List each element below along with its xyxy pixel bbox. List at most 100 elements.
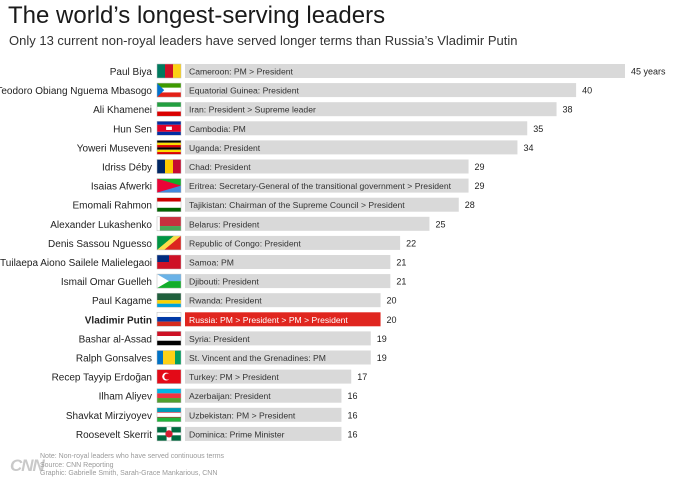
flag-dominica-icon [156,426,182,442]
flag-rwanda-icon [156,292,182,308]
flag-chad-icon [156,159,182,174]
leader-name: Ilham Aliyev [99,392,152,403]
bar-row: Vladimir Putin Russia: PM > President > P… [85,312,397,327]
bar [185,388,342,403]
bar-label: Djibouti: President [189,277,259,287]
flag-cameroon-icon [156,63,182,79]
flag-equatorial-guinea-icon [156,82,182,98]
bar-row: Roosevelt Skerrit Dominica: Prime Ministe… [76,426,357,442]
bar-label: Tajikistan: Chairman of the Supreme Coun… [189,200,405,210]
bar-label: Syria: President [189,334,250,344]
bar [185,312,381,327]
value-label: 22 [406,238,416,248]
bar-label: Russia: PM > President > PM > President [189,315,348,325]
leader-name: Vladimir Putin [85,315,152,326]
bar-row: Emomali Rahmon Tajikistan: Chairman of th… [73,197,475,212]
bar-label: St. Vincent and the Grenadines: PM [189,353,326,363]
footer-note: Note: Non-royal leaders who have served … [40,453,225,460]
leader-name: Denis Sassou Nguesso [48,239,152,250]
flag-djibouti-icon [156,273,182,289]
value-label: 19 [377,353,387,363]
flag-st-vincent-icon [156,350,182,365]
bar [185,140,518,155]
bar-label: Cameroon: PM > President [189,67,294,77]
bar-row: Idriss Déby Chad: President 29 [102,159,485,174]
bar-row: Tuilaepa Aiono Sailele Malielegaoi Samoa:… [0,254,406,270]
flag-turkey-icon [156,369,182,384]
bar [185,64,625,78]
bar-label: Eritrea: Secretary-General of the transi… [189,181,452,191]
bar-label: Uganda: President [189,143,261,153]
bar-row: Isaias Afwerki Eritrea: Secretary-General… [91,178,485,193]
leader-name: Paul Biya [110,67,153,78]
bar-label: Belarus: President [189,219,260,229]
bar-row: Paul Biya Cameroon: PM > President 45 year… [110,63,666,79]
leader-name: Ismail Omar Guelleh [61,277,152,288]
chart-title: The world’s longest-serving leaders [8,2,386,29]
leader-name: Roosevelt Skerrit [76,430,152,441]
bar-row: Paul Kagame Rwanda: President 20 [92,292,397,308]
leader-name: Alexander Lukashenko [50,220,152,231]
value-label: 20 [387,296,397,306]
value-label: 29 [475,181,485,191]
leader-name: Ali Khamenei [93,105,152,116]
bar-row: Hun Sen Cambodia: PM 35 [113,121,543,136]
bar-label: Chad: President [189,162,251,172]
value-label: 20 [387,315,397,325]
value-label: 45 years [631,67,666,77]
bar [185,178,469,193]
value-label: 40 [582,86,592,96]
value-label: 38 [563,105,573,115]
leader-name: Emomali Rahmon [73,201,152,212]
flag-azerbaijan-icon [156,388,182,403]
value-label: 34 [523,143,533,153]
value-label: 21 [396,258,406,268]
bar [185,255,391,269]
bar [185,407,342,422]
bar-label: Dominica: Prime Minister [189,429,285,439]
bar-row: Yoweri Museveni Uganda: President 34 [77,140,533,155]
leader-name: Idriss Déby [102,163,152,174]
bar-label: Samoa: PM [189,258,234,268]
flag-iran-icon [156,101,182,117]
bar-label: Azerbaijan: President [189,391,271,401]
bar-row: Ralph Gonsalves St. Vincent and the Grena… [76,350,387,365]
leader-name: Paul Kagame [92,296,152,307]
chart-subtitle: Only 13 current non-royal leaders have s… [9,33,518,48]
bar [185,274,391,289]
value-label: 25 [435,219,445,229]
value-label: 16 [347,391,357,401]
bar-row: Alexander Lukashenko Belarus: President 25 [50,216,445,232]
flag-uzbekistan-icon [156,407,182,423]
bar [185,293,381,308]
bar [185,83,577,98]
bar-row: Teodoro Obiang Nguema Mbasogo Equatorial … [0,82,592,98]
value-label: 16 [347,429,357,439]
bar-label: Republic of Congo: President [189,238,301,248]
bar [185,216,430,231]
cnn-logo: CNN [10,456,45,475]
bar [185,197,459,212]
bar-label: Rwanda: President [189,296,262,306]
bar [185,159,469,174]
leader-name: Ralph Gonsalves [76,354,152,365]
flag-tajikistan-icon [156,197,182,212]
bar [185,369,352,384]
bar-label: Cambodia: PM [189,124,246,134]
flag-congo-icon [156,235,182,251]
bar-row: Ismail Omar Guelleh Djibouti: President 21 [61,273,406,289]
bar [185,102,557,117]
leader-name: Teodoro Obiang Nguema Mbasogo [0,86,152,97]
value-label: 17 [357,372,367,382]
leader-name: Yoweri Museveni [77,143,152,154]
footer-notes: Note: Non-royal leaders who have served … [40,453,224,479]
bar-row: Shavkat Mirziyoyev Uzbekistan: PM > Presi… [66,407,357,423]
footer: CNN Note: Non-royal leaders who have ser… [10,453,670,483]
flag-samoa-icon [156,254,182,270]
bar-label: Iran: President > Supreme leader [189,105,316,115]
leader-name: Tuilaepa Aiono Sailele Malielegaoi [0,258,152,269]
bar-row: Denis Sassou Nguesso Republic of Congo: P… [48,235,416,251]
bar [185,350,371,365]
flag-belarus-icon [156,216,182,232]
